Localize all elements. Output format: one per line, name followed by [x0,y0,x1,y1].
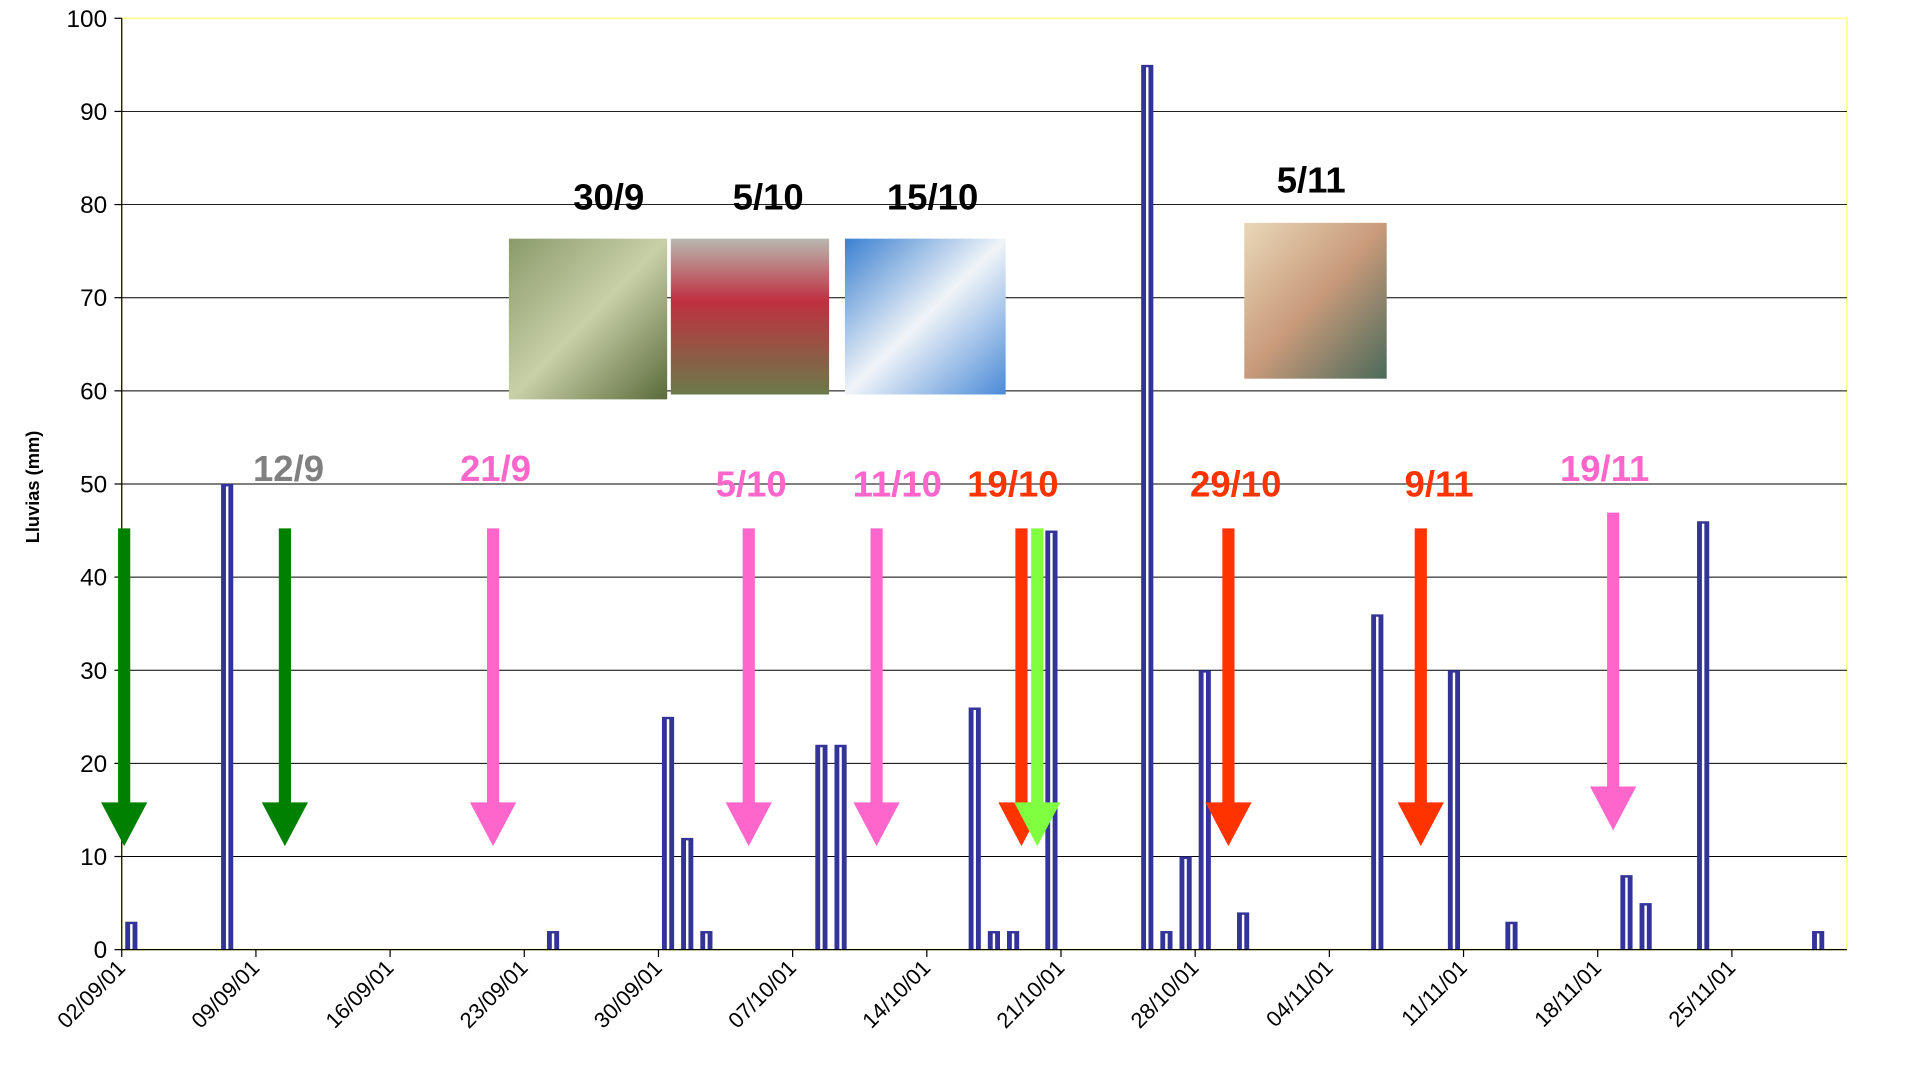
y-tick-label: 70 [80,285,107,312]
arrow [469,528,517,847]
x-tick-label: 04/11/01 [1261,955,1338,1032]
photo [1244,222,1387,379]
x-tick-label: 28/10/01 [1126,955,1204,1033]
annotation: 15/10 [887,176,978,217]
annotation: 5/11 [1277,159,1346,200]
arrow [853,528,900,847]
x-tick-label: 07/10/01 [723,955,801,1033]
y-tick-label: 90 [80,99,107,126]
y-tick-label: 0 [94,937,108,964]
x-tick-label: 21/10/01 [991,955,1069,1033]
photo [844,238,1006,395]
y-tick-label: 10 [80,844,107,871]
x-tick-label: 09/09/01 [186,955,264,1033]
x-tick-label: 23/09/01 [455,955,533,1033]
annotation: 19/10 [967,464,1058,505]
annotation: 21/9 [460,448,531,489]
photo [670,238,830,395]
y-tick-label: 60 [80,378,107,405]
y-tick-label: 40 [80,565,107,592]
arrow [1014,528,1061,847]
annotation: 12/9 [253,448,324,489]
y-tick-label: 30 [80,658,107,685]
annotation: 29/10 [1190,464,1281,505]
arrow [261,528,309,847]
arrow [725,528,772,847]
annotation: 11/10 [853,464,942,505]
annotation: 5/10 [716,464,787,505]
x-tick-label: 25/11/01 [1663,955,1740,1032]
y-tick-label: 80 [80,192,107,219]
x-tick-label: 14/10/01 [857,955,935,1033]
y-axis-label: Lluvias (mm) [22,431,43,544]
y-tick-label: 100 [67,6,108,33]
annotation: 5/10 [733,176,804,217]
arrow [998,528,1045,847]
x-tick-label: 18/11/01 [1529,955,1606,1032]
arrow [1590,512,1637,831]
annotation: 19/11 [1560,448,1649,489]
annotation: 30/9 [573,176,644,217]
x-tick-label: 02/09/01 [52,955,130,1033]
arrow [1205,528,1252,847]
y-tick-label: 20 [80,751,107,778]
arrow [101,528,148,847]
y-tick-label: 50 [80,471,107,498]
x-tick-label: 11/11/01 [1396,955,1472,1031]
x-tick-label: 30/09/01 [589,955,667,1033]
arrow [1397,528,1444,847]
x-tick-label: 16/09/01 [321,955,399,1033]
photo [508,238,668,400]
annotation: 9/11 [1405,464,1474,505]
